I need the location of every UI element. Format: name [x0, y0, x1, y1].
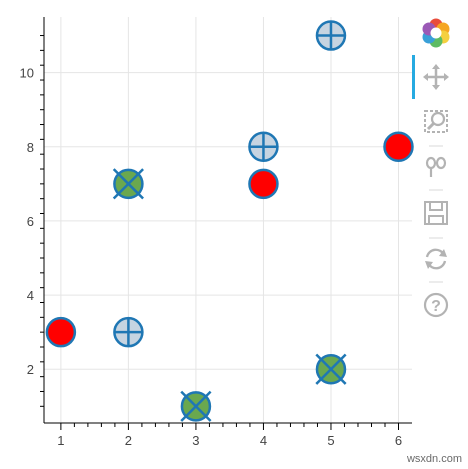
x-tick-label: 1: [57, 433, 64, 448]
y-tick-label: 8: [27, 140, 34, 155]
wheel-zoom-icon[interactable]: [425, 156, 447, 177]
circle-marker: [248, 168, 279, 200]
grid: [44, 17, 412, 423]
y-tick-label: 10: [20, 66, 34, 81]
x-tick-label: 4: [260, 433, 267, 448]
data-points: [45, 20, 414, 422]
box-zoom-icon[interactable]: [424, 110, 448, 133]
svg-text:?: ?: [431, 298, 441, 315]
x-tick-label: 5: [327, 433, 334, 448]
watermark-text: wsxdn.com: [406, 453, 462, 465]
y-tick-label: 6: [27, 214, 34, 229]
circle-marker: [45, 316, 77, 348]
circle_cross-marker: [248, 131, 279, 163]
pan-icon[interactable]: [423, 64, 449, 90]
circle-marker: [383, 131, 414, 163]
circle_x-marker: [112, 168, 144, 200]
x-tick-label: 6: [395, 433, 402, 448]
reset-icon[interactable]: [425, 248, 447, 270]
axes: 1 2 3 4 5 6 2 4 6 8 10: [20, 17, 412, 448]
help-icon[interactable]: ?: [423, 292, 449, 318]
x-tick-label: 3: [192, 433, 199, 448]
y-tick-label: 4: [27, 288, 34, 303]
active-tool-indicator: [412, 55, 415, 99]
circle_x-marker: [180, 390, 212, 422]
y-tick-label: 2: [27, 362, 34, 377]
circle_x-marker: [315, 353, 347, 385]
circle_cross-marker: [113, 316, 144, 348]
bokeh-logo-icon[interactable]: [422, 18, 450, 48]
save-icon[interactable]: [424, 201, 448, 225]
toolbar: ?: [412, 18, 450, 318]
x-tick-label: 2: [125, 433, 132, 448]
circle_cross-marker: [315, 20, 347, 51]
